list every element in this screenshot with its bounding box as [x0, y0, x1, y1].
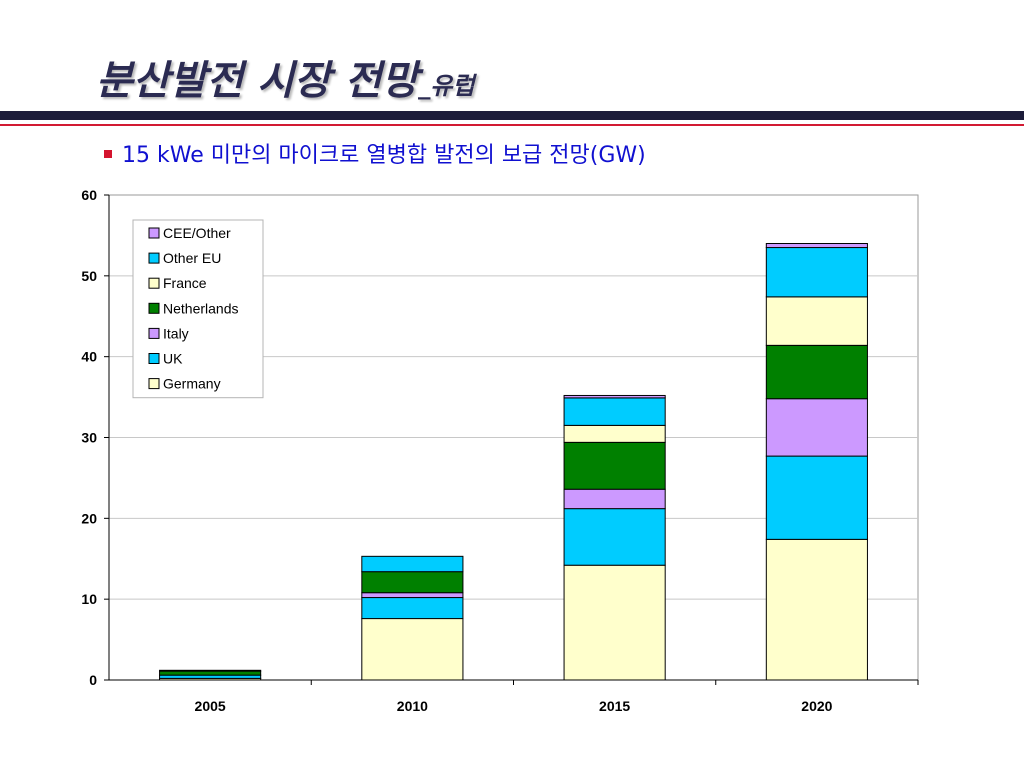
x-tick-label-2010: 2010 — [397, 698, 428, 714]
bar-2010-italy — [361, 592, 464, 599]
y-tick-label-30: 30 — [81, 430, 97, 446]
y-tick-label-0: 0 — [89, 672, 97, 688]
legend-swatch-other-eu — [148, 252, 160, 264]
slide-title-suffix: _유럽 — [418, 72, 475, 100]
legend-swatch-uk — [148, 353, 160, 364]
bullet-text: 15 kWe 미만의 마이크로 열병합 발전의 보급 전망(GW) — [122, 143, 646, 168]
legend-swatch-netherlands — [148, 302, 160, 314]
y-tick-label-10: 10 — [81, 591, 97, 607]
bullet-item: 15 kWe 미만의 마이크로 열병합 발전의 보급 전망(GW) — [104, 137, 646, 169]
legend-swatch-cee-other — [148, 227, 160, 239]
x-tick-label-2015: 2015 — [599, 698, 630, 714]
bar-2020-italy — [765, 398, 868, 457]
legend-swatch-france — [148, 277, 160, 289]
legend-label-italy: Italy — [163, 325, 189, 341]
legend-label-uk: UK — [163, 351, 183, 367]
bar-2020-uk — [765, 455, 868, 540]
bar-2015-france — [563, 424, 666, 443]
legend-label-netherlands: Netherlands — [163, 300, 239, 316]
square-bullet-icon — [104, 150, 112, 158]
bar-2015-germany — [563, 564, 666, 681]
slide-title: 분산발전 시장 전망_유럽 — [96, 48, 474, 106]
x-tick-label-2005: 2005 — [195, 698, 226, 714]
slide-title-main: 분산발전 시장 전망 — [96, 58, 419, 104]
legend-label-other-eu: Other EU — [163, 250, 221, 266]
y-tick-label-40: 40 — [81, 349, 97, 365]
title-rule-gap — [0, 120, 1024, 123]
legend-label-germany: Germany — [163, 376, 221, 392]
bar-2015-netherlands — [563, 441, 666, 490]
bar-2005-netherlands — [159, 670, 262, 676]
bar-2010-netherlands — [361, 571, 464, 594]
y-tick-label-20: 20 — [81, 510, 97, 526]
bar-2020-france — [765, 296, 868, 346]
x-tick-label-2020: 2020 — [801, 698, 832, 714]
bar-2020-cee-other — [765, 243, 868, 249]
title-rule-red — [0, 124, 1024, 126]
legend-swatch-germany — [148, 378, 160, 390]
y-tick-label-60: 60 — [81, 187, 97, 203]
legend-label-france: France — [163, 275, 207, 291]
bar-2020-other-eu — [765, 247, 868, 298]
bar-2010-uk — [361, 597, 464, 620]
legend-swatch-italy — [148, 327, 160, 339]
bar-2005-other-eu — [159, 669, 262, 672]
y-tick-label-50: 50 — [81, 268, 97, 284]
bar-2015-uk — [563, 508, 666, 566]
bar-2020-netherlands — [765, 344, 868, 400]
bar-2015-other-eu — [563, 397, 666, 426]
bar-2015-italy — [563, 488, 666, 510]
bar-2020-germany — [765, 538, 868, 681]
bar-2010-other-eu — [361, 555, 464, 573]
bar-2015-cee-other — [563, 394, 666, 399]
title-rule-dark — [0, 111, 1024, 120]
bar-2010-germany — [361, 618, 464, 681]
legend-label-cee-other: CEE/Other — [163, 225, 231, 241]
